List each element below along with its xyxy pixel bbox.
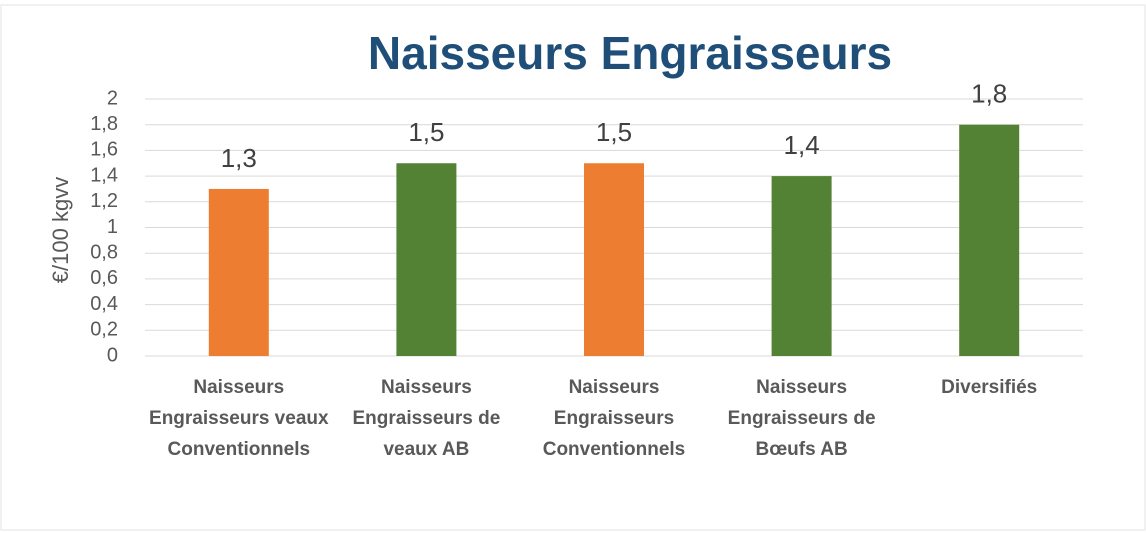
y-tick-label: 1,6 (90, 139, 118, 161)
y-axis-label: €/100 kgvv (48, 177, 73, 283)
x-tick-label: Naisseurs Engraisseurs Conventionnels (542, 377, 686, 460)
y-tick-label: 0,6 (90, 267, 118, 289)
x-tick-label: Naisseurs Engraisseurs veaux Conventionn… (149, 377, 329, 460)
value-label: 1,4 (784, 130, 820, 160)
y-tick-label: 0,2 (90, 319, 118, 341)
y-tick-label: 0,4 (90, 293, 118, 315)
x-tick-label: Naisseurs Engraisseurs de veaux AB (352, 377, 501, 460)
x-tick-label: Naisseurs Engraisseurs de Bœufs AB (727, 377, 876, 460)
y-tick-label: 1,2 (90, 190, 118, 212)
y-tick-label: 1 (107, 216, 118, 238)
bar (396, 163, 457, 356)
y-tick-label: 1,8 (90, 113, 118, 135)
value-label: 1,8 (971, 79, 1007, 109)
value-label: 1,5 (596, 117, 632, 147)
bar (208, 188, 269, 356)
y-tick-label: 0 (107, 344, 118, 366)
bar (771, 176, 832, 356)
y-tick-label: 1,4 (90, 164, 118, 186)
y-tick-label: 2 (107, 87, 118, 109)
value-label: 1,5 (408, 117, 444, 147)
frame (0, 4, 1146, 531)
bar (584, 163, 644, 356)
chart-title: Naisseurs Engraisseurs (368, 27, 892, 79)
y-tick-label: 0,8 (90, 241, 118, 263)
bar (959, 124, 1020, 356)
value-label: 1,3 (221, 143, 257, 173)
x-tick-label: Diversifiés (941, 377, 1038, 398)
